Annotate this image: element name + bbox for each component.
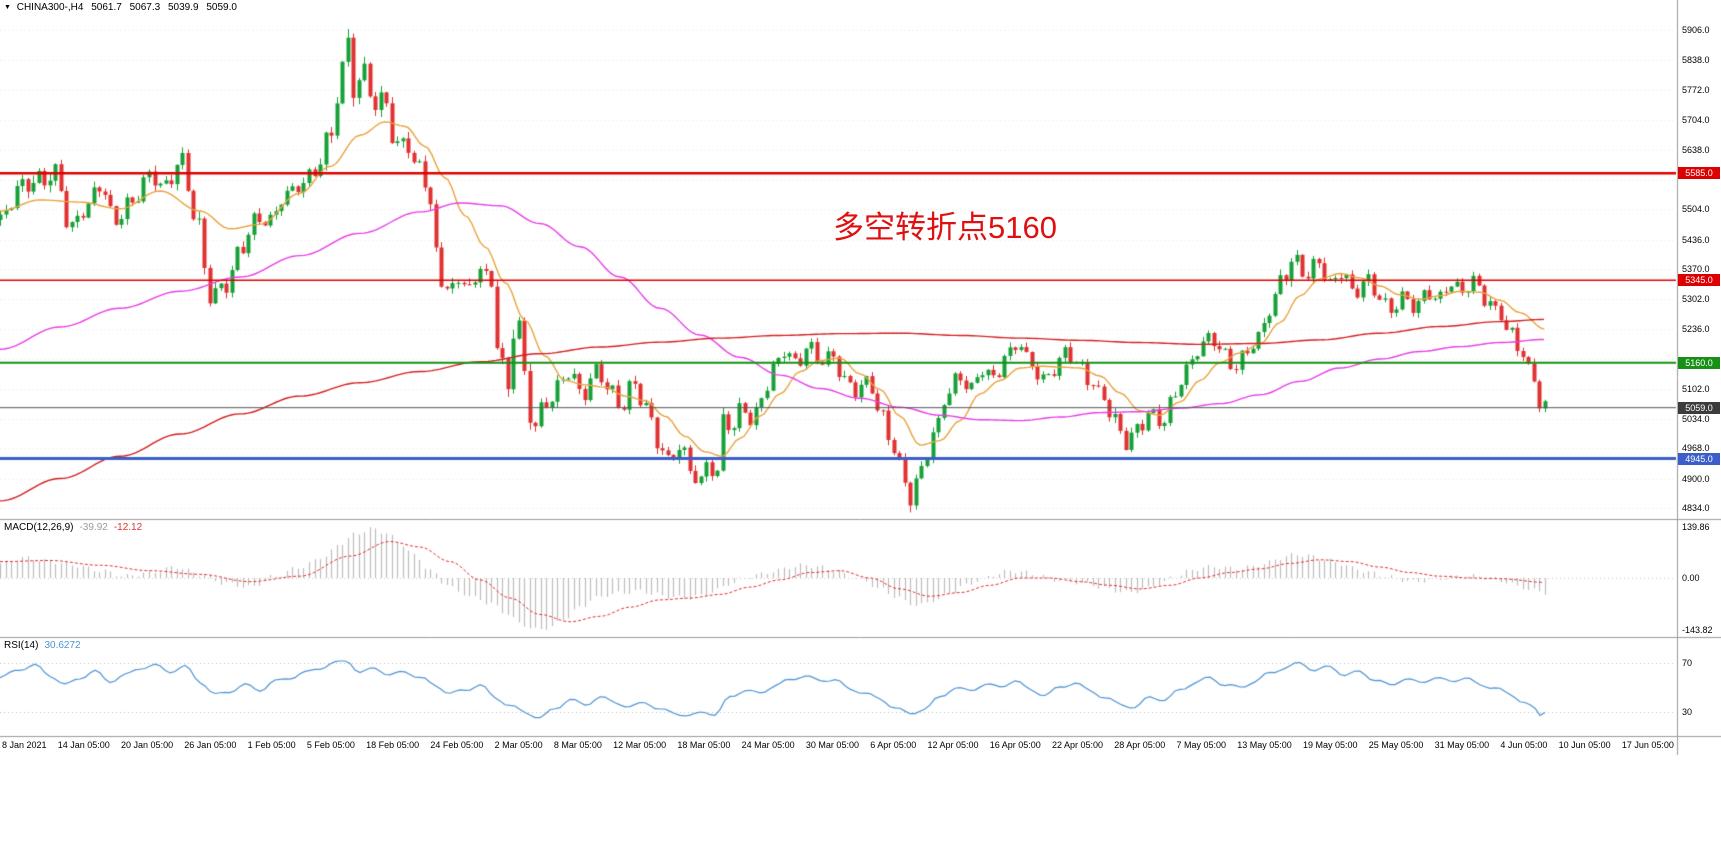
price-axis-label: 4900.0 — [1682, 473, 1710, 484]
price-axis-label: 5504.0 — [1682, 204, 1710, 215]
time-axis-label: 8 Mar 05:00 — [553, 740, 602, 750]
rsi-axis-label: 30 — [1682, 707, 1693, 717]
time-axis-label: 12 Apr 05:00 — [927, 740, 979, 750]
price-axis-label: 5838.0 — [1682, 55, 1710, 66]
price-level-tag: 5345.0 — [1678, 274, 1720, 287]
time-axis-label: 4 Jun 05:00 — [1500, 740, 1548, 750]
time-axis-label: 13 May 05:00 — [1237, 740, 1292, 750]
macd-axis-label: 139.86 — [1682, 521, 1710, 532]
macd-name: MACD(12,26,9) — [4, 522, 74, 533]
dropdown-arrow-icon[interactable]: ▼ — [4, 4, 11, 11]
price-axis-label: 5436.0 — [1682, 234, 1710, 245]
time-axis-label: 6 Apr 05:00 — [870, 740, 917, 750]
current-price-tag: 5059.0 — [1678, 401, 1720, 414]
high-value: 5067.3 — [129, 2, 161, 13]
rsi-name: RSI(14) — [4, 640, 39, 651]
price-axis-label: 5236.0 — [1682, 323, 1710, 334]
price-axis-label: 5102.0 — [1682, 383, 1710, 394]
time-axis-label: 8 Jan 2021 — [2, 740, 47, 750]
time-axis-label: 18 Feb 05:00 — [366, 740, 420, 750]
price-level-tag: 4945.0 — [1678, 452, 1720, 465]
price-level-tag: 5585.0 — [1678, 167, 1720, 180]
macd-signal-value: -12.12 — [113, 522, 143, 533]
time-axis-label: 10 Jun 05:00 — [1558, 740, 1611, 750]
macd-axis-label: 0.00 — [1682, 573, 1700, 583]
price-axis-label: 4834.0 — [1682, 503, 1710, 513]
price-axis-label: 5370.0 — [1682, 264, 1710, 274]
macd-histogram-value: -39.92 — [79, 522, 108, 533]
low-value: 5039.9 — [167, 2, 199, 13]
time-axis-label: 7 May 05:00 — [1176, 740, 1227, 750]
time-axis[interactable]: 8 Jan 2021 14 Jan 05:00 20 Jan 05:00 26 Jan… — [0, 740, 1676, 750]
price-axis-label: 5772.0 — [1682, 84, 1710, 95]
price-axis-label: 5638.0 — [1682, 144, 1710, 155]
time-axis-label: 18 Mar 05:00 — [677, 740, 731, 750]
price-axis-label: 5704.0 — [1682, 115, 1710, 126]
time-axis-label: 19 May 05:00 — [1303, 740, 1358, 750]
price-axis-label: 5034.0 — [1682, 413, 1710, 424]
macd-indicator-label: MACD(12,26,9) -39.92 -12.12 — [4, 522, 148, 533]
time-axis-label: 30 Mar 05:00 — [805, 740, 859, 750]
rsi-value: 30.6272 — [44, 640, 81, 651]
time-axis-label: 24 Feb 05:00 — [430, 740, 484, 750]
time-axis-label: 5 Feb 05:00 — [306, 740, 355, 750]
time-axis-label: 20 Jan 05:00 — [121, 740, 174, 750]
time-axis-label: 22 Apr 05:00 — [1051, 740, 1104, 750]
time-axis-label: 1 Feb 05:00 — [247, 740, 296, 750]
price-axis[interactable]: 5906.0 5838.0 5772.0 5704.0 5638.0 5504.0 5436… — [1678, 0, 1721, 755]
close-value: 5059.0 — [206, 2, 237, 13]
time-axis-label: 24 Mar 05:00 — [741, 740, 795, 750]
time-axis-label: 31 May 05:00 — [1434, 740, 1490, 750]
symbol-name: CHINA300-,H4 — [16, 2, 84, 13]
time-axis-label: 14 Jan 05:00 — [57, 740, 110, 750]
annotation-text: 多空转折点5160 — [833, 210, 1057, 245]
price-axis-label: 4968.0 — [1682, 443, 1710, 454]
time-axis-label: 17 Jun 05:00 — [1621, 740, 1674, 750]
open-value: 5061.7 — [91, 2, 122, 13]
time-axis-label: 16 Apr 05:00 — [989, 740, 1041, 750]
macd-axis-label: -143.82 — [1682, 625, 1713, 636]
rsi-axis-label: 70 — [1682, 658, 1693, 668]
symbol-ohlc-info: ▼ CHINA300-,H4 5061.7 5067.3 5039.9 5059… — [4, 2, 242, 13]
price-axis-label: 5906.0 — [1682, 25, 1710, 35]
price-level-tag: 5160.0 — [1678, 356, 1720, 369]
time-axis-label: 26 Jan 05:00 — [184, 740, 237, 750]
time-axis-label: 2 Mar 05:00 — [494, 740, 543, 750]
rsi-indicator-label: RSI(14) 30.6272 — [4, 640, 87, 651]
price-axis-label: 5302.0 — [1682, 294, 1710, 305]
time-axis-label: 28 Apr 05:00 — [1114, 740, 1166, 750]
time-axis-label: 25 May 05:00 — [1368, 740, 1424, 750]
time-axis-label: 12 Mar 05:00 — [613, 740, 667, 750]
